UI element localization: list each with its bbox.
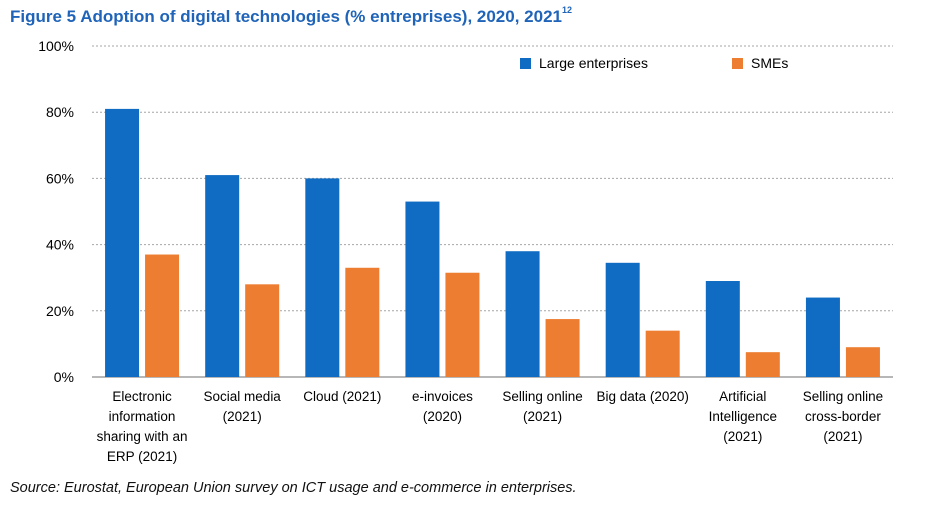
- x-tick-label: (2021): [723, 429, 762, 444]
- y-tick-label: 0%: [54, 369, 74, 385]
- legend-label: SMEs: [751, 55, 788, 71]
- source-note: Source: Eurostat, European Union survey …: [10, 480, 577, 496]
- bar-large-enterprises: [605, 262, 640, 377]
- bar-large-enterprises: [405, 201, 440, 377]
- bar-large-enterprises: [705, 281, 740, 377]
- y-tick-label: 100%: [38, 38, 74, 54]
- bar-smes: [445, 272, 480, 377]
- x-tick-label: Electronic: [112, 389, 172, 404]
- x-tick-label: ERP (2021): [107, 449, 177, 464]
- bar-smes: [845, 347, 880, 377]
- bar-smes: [245, 284, 280, 377]
- y-tick-label: 80%: [46, 104, 74, 120]
- footnote-reference: 12: [562, 5, 573, 15]
- x-tick-label: Artificial: [719, 389, 766, 404]
- bar-smes: [345, 267, 380, 377]
- y-tick-label: 60%: [46, 170, 74, 186]
- x-tick-label: sharing with an: [97, 429, 188, 444]
- x-tick-label: information: [109, 409, 176, 424]
- x-tick-label: Cloud (2021): [303, 389, 381, 404]
- y-tick-label: 20%: [46, 303, 74, 319]
- bar-large-enterprises: [505, 251, 540, 377]
- x-tick-label: Selling online: [502, 389, 582, 404]
- y-tick-label: 40%: [46, 237, 74, 253]
- legend-swatch: [520, 58, 531, 69]
- bar-smes: [645, 330, 680, 377]
- bar-smes: [145, 254, 180, 377]
- legend-label: Large enterprises: [539, 55, 648, 71]
- legend-swatch: [732, 58, 743, 69]
- x-tick-label: (2021): [223, 409, 262, 424]
- bar-large-enterprises: [105, 108, 140, 377]
- x-tick-label: Social media: [204, 389, 282, 404]
- x-tick-label: Selling online: [803, 389, 883, 404]
- x-tick-label: cross-border: [805, 409, 881, 424]
- bar-large-enterprises: [305, 178, 340, 377]
- x-tick-label: e-invoices: [412, 389, 473, 404]
- chart-title-text: Figure 5 Adoption of digital technologie…: [10, 7, 562, 26]
- x-tick-label: Intelligence: [709, 409, 777, 424]
- x-tick-label: (2021): [823, 429, 862, 444]
- bar-large-enterprises: [805, 297, 840, 377]
- x-tick-label: (2021): [523, 409, 562, 424]
- bar-large-enterprises: [205, 175, 240, 377]
- chart-title: Figure 5 Adoption of digital technologie…: [10, 5, 573, 27]
- bar-smes: [745, 352, 780, 377]
- bar-smes: [545, 319, 580, 377]
- x-tick-label: (2020): [423, 409, 462, 424]
- x-tick-label: Big data (2020): [597, 389, 689, 404]
